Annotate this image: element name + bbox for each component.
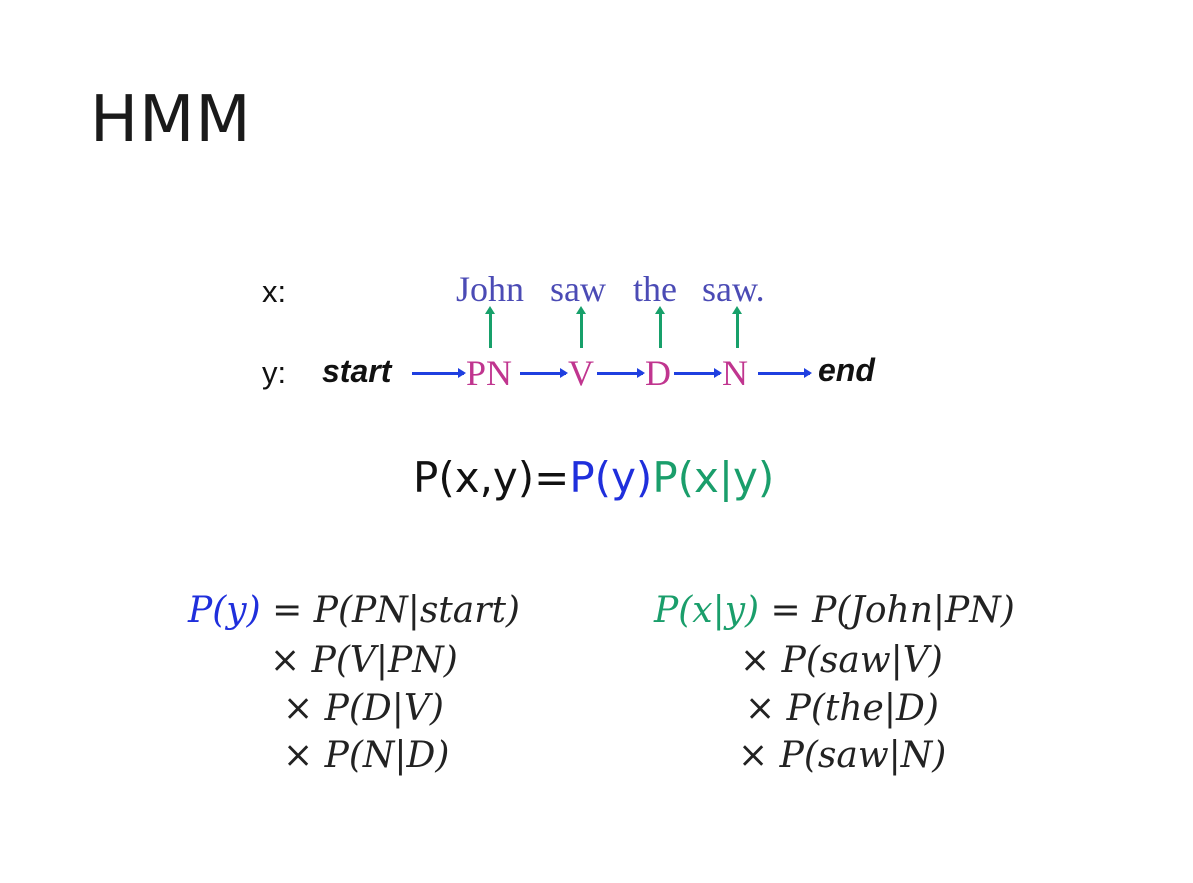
x-label: x:: [262, 274, 287, 309]
joint-probability: P(x,y)=P(y)P(x|y): [413, 453, 774, 502]
emission-arrow-2: [576, 306, 586, 348]
py-eq: = P(PN|start): [272, 590, 520, 631]
word-saw-1: saw: [550, 269, 606, 309]
pxy-first-line: P(x|y) = P(John|PN): [654, 590, 1015, 631]
joint-pxy: P(x|y): [652, 453, 775, 502]
start-state: start: [322, 353, 392, 389]
py-term-1: × P(V|PN): [270, 640, 458, 681]
word-the: the: [633, 269, 677, 309]
emission-arrow-4: [732, 306, 742, 348]
word-saw-2: saw.: [702, 269, 765, 309]
emission-arrow-3: [655, 306, 665, 348]
transition-arrow-end: [758, 368, 812, 378]
joint-py: P(y): [569, 453, 653, 502]
tag-v: V: [568, 353, 594, 393]
pxy-lhs: P(x|y): [654, 590, 760, 631]
end-state: end: [818, 352, 875, 388]
emission-arrow-1: [485, 306, 495, 348]
py-lhs: P(y): [188, 590, 261, 631]
slide-title: HMM: [90, 83, 252, 157]
pxy-term-3: × P(saw|N): [738, 735, 947, 776]
py-term-3: × P(N|D): [283, 735, 450, 776]
pxy-eq: = P(John|PN): [770, 590, 1015, 631]
y-label: y:: [262, 355, 287, 390]
py-first-line: P(y) = P(PN|start): [188, 590, 520, 631]
joint-lhs: P(x,y)=: [413, 453, 570, 502]
word-john: John: [456, 269, 525, 309]
transition-arrow-3: [674, 368, 722, 378]
py-term-2: × P(D|V): [283, 688, 444, 729]
tag-d: D: [645, 353, 671, 393]
pxy-term-2: × P(the|D): [745, 688, 939, 729]
tag-pn: PN: [466, 353, 513, 393]
tag-n: N: [722, 353, 748, 393]
pxy-term-1: × P(saw|V): [740, 640, 943, 681]
transition-arrow-start: [412, 368, 466, 378]
transition-arrow-1: [520, 368, 568, 378]
transition-arrow-2: [597, 368, 645, 378]
